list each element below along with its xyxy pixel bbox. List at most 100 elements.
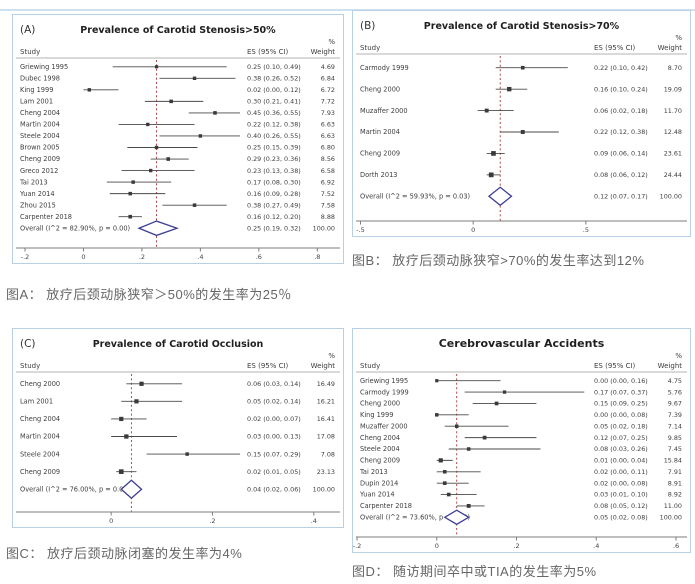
svg-text:0.25 (0.10, 0.49): 0.25 (0.10, 0.49) xyxy=(247,63,301,71)
svg-text:Cheng 2000: Cheng 2000 xyxy=(20,380,60,388)
svg-text:0.22 (0.10, 0.42): 0.22 (0.10, 0.42) xyxy=(594,64,648,72)
svg-text:0.00 (0.00, 0.08): 0.00 (0.00, 0.08) xyxy=(594,411,648,419)
svg-text:0.22 (0.12, 0.38): 0.22 (0.12, 0.38) xyxy=(594,128,648,136)
svg-text:7.93: 7.93 xyxy=(321,109,335,117)
svg-text:-.5: -.5 xyxy=(356,226,365,234)
study-row: Carpenter 2018 0.16 (0.12, 0.20) 8.88 xyxy=(20,213,335,221)
svg-text:9.85: 9.85 xyxy=(668,434,682,442)
study-row: Cheng 2000 0.15 (0.09, 0.25) 9.67 xyxy=(360,400,682,408)
svg-text:0.23 (0.13, 0.38): 0.23 (0.13, 0.38) xyxy=(247,167,301,175)
overall-row: Overall (I^2 = 73.60%, p = 0.00) 0.05 (0.… xyxy=(360,509,682,526)
study-row: Tai 2013 0.17 (0.08, 0.30) 6.92 xyxy=(19,178,335,186)
svg-text:4.69: 4.69 xyxy=(321,63,335,71)
svg-text:0.06 (0.02, 0.18): 0.06 (0.02, 0.18) xyxy=(594,107,648,115)
study-row: Cheng 2009 0.09 (0.06, 0.14) 23.61 xyxy=(360,150,682,158)
panel-a-forest-plot-stenosis-50: (A) Prevalence of Carotid Stenosis>50%% St… xyxy=(12,14,344,264)
svg-text:Dorth 2013: Dorth 2013 xyxy=(360,171,397,179)
svg-text:.2: .2 xyxy=(209,517,215,525)
study-row: Dubec 1998 0.38 (0.26, 0.52) 6.84 xyxy=(20,75,335,83)
overall-row: Overall (I^2 = 59.93%, p = 0.03) 0.12 (0.… xyxy=(360,186,682,207)
svg-text:Griewing 1995: Griewing 1995 xyxy=(20,63,68,71)
svg-text:ES (95% CI): ES (95% CI) xyxy=(594,44,636,52)
effect-size-marker xyxy=(520,130,525,134)
svg-text:0: 0 xyxy=(471,226,475,234)
effect-size-marker xyxy=(520,65,525,70)
svg-text:0.03 (0.00, 0.13): 0.03 (0.00, 0.13) xyxy=(247,433,301,441)
svg-text:8.92: 8.92 xyxy=(668,491,682,499)
effect-size-marker xyxy=(507,86,512,92)
svg-text:Overall (I^2 = 76.00%, p = 0.: Overall (I^2 = 76.00%, p = 0.00) xyxy=(20,485,130,493)
study-row: Cheng 2004 0.45 (0.36, 0.55) 7.93 xyxy=(20,109,335,117)
svg-text:Study: Study xyxy=(20,362,40,370)
overall-row: Overall (I^2 = 82.90%, p = 0.00) 0.25 (0.… xyxy=(20,220,335,237)
study-row: Steele 2004 0.40 (0.26, 0.55) 6.63 xyxy=(20,132,335,140)
svg-text:0.04 (0.02, 0.06): 0.04 (0.02, 0.06) xyxy=(247,485,301,493)
effect-size-marker xyxy=(213,111,217,115)
svg-text:0.30 (0.21, 0.41): 0.30 (0.21, 0.41) xyxy=(247,98,301,106)
svg-text:16.41: 16.41 xyxy=(317,415,335,423)
study-row: Yuan 2014 0.16 (0.09, 0.28) 7.52 xyxy=(19,190,335,198)
svg-text:17.08: 17.08 xyxy=(317,433,335,441)
svg-text:Overall (I^2 = 73.60%, p = 0.: Overall (I^2 = 73.60%, p = 0.00) xyxy=(360,514,470,522)
effect-size-marker xyxy=(446,492,451,497)
caption-b: 图B： 放疗后颈动脉狭窄>70%的发生率达到12% xyxy=(352,253,645,268)
study-row: Greco 2012 0.23 (0.13, 0.38) 6.58 xyxy=(20,167,335,175)
svg-text:0.12 (0.07, 0.25): 0.12 (0.07, 0.25) xyxy=(594,434,648,442)
effect-size-marker xyxy=(494,401,499,406)
svg-text:Tai 2013: Tai 2013 xyxy=(19,178,48,186)
svg-text:6.80: 6.80 xyxy=(321,144,335,152)
svg-text:Dubec 1998: Dubec 1998 xyxy=(20,75,60,83)
effect-size-marker xyxy=(198,134,203,138)
svg-text:0.16 (0.12, 0.20): 0.16 (0.12, 0.20) xyxy=(247,213,301,221)
svg-text:23.13: 23.13 xyxy=(317,468,335,476)
effect-size-marker xyxy=(502,390,507,394)
effect-size-marker xyxy=(124,434,129,439)
effect-size-marker xyxy=(169,99,173,104)
svg-text:8.70: 8.70 xyxy=(668,64,682,72)
svg-text:Martin 2004: Martin 2004 xyxy=(360,128,400,136)
svg-text:Prevalence of Carotid Stenosis: Prevalence of Carotid Stenosis>70% xyxy=(424,21,620,32)
svg-text:0.00 (0.00, 0.16): 0.00 (0.00, 0.16) xyxy=(594,377,648,385)
svg-text:0.02 (0.00, 0.07): 0.02 (0.00, 0.07) xyxy=(247,415,301,423)
study-row: Griewing 1995 0.00 (0.00, 0.16) 4.75 xyxy=(360,377,682,385)
svg-text:24.44: 24.44 xyxy=(664,171,682,179)
svg-text:Griewing 1995: Griewing 1995 xyxy=(360,377,408,385)
svg-text:(C): (C) xyxy=(20,338,36,350)
overall-diamond xyxy=(487,186,513,207)
svg-text:ES (95% CI): ES (95% CI) xyxy=(247,48,289,56)
study-row: Griewing 1995 0.25 (0.10, 0.49) 4.69 xyxy=(20,63,335,71)
study-row: Cheng 2004 0.12 (0.07, 0.25) 9.85 xyxy=(360,434,682,442)
svg-text:7.08: 7.08 xyxy=(321,450,335,458)
svg-text:Brown 2005: Brown 2005 xyxy=(20,144,60,152)
svg-text:Cerebrovascular Accidents: Cerebrovascular Accidents xyxy=(439,337,605,350)
study-row: Tai 2013 0.02 (0.00, 0.11) 7.91 xyxy=(359,468,682,476)
effect-size-marker xyxy=(128,214,133,219)
overall-diamond xyxy=(137,220,179,237)
effect-size-marker xyxy=(128,191,132,196)
svg-text:.6: .6 xyxy=(673,542,679,550)
svg-text:Study: Study xyxy=(360,362,380,370)
effect-size-marker xyxy=(185,452,189,456)
forest-plot-svg-b: (B) Prevalence of Carotid Stenosis>70%% St… xyxy=(356,20,687,234)
svg-text:11.00: 11.00 xyxy=(664,502,682,510)
svg-text:Tai 2013: Tai 2013 xyxy=(359,468,388,476)
svg-text:.4: .4 xyxy=(311,517,317,525)
svg-text:Muzaffer 2000: Muzaffer 2000 xyxy=(360,107,408,115)
svg-text:0: 0 xyxy=(109,517,113,525)
effect-size-marker xyxy=(491,151,496,156)
study-row: King 1999 0.02 (0.00, 0.12) 6.72 xyxy=(20,86,335,94)
study-row: Yuan 2014 0.03 (0.01, 0.10) 8.92 xyxy=(359,491,682,499)
study-row: Muzaffer 2000 0.06 (0.02, 0.18) 11.70 xyxy=(360,107,682,115)
forest-plot-svg-c: (C) Prevalence of Carotid Occlusion% Study… xyxy=(16,338,340,525)
svg-text:0.38 (0.27, 0.49): 0.38 (0.27, 0.49) xyxy=(247,201,301,209)
svg-text:Steele 2004: Steele 2004 xyxy=(20,450,60,458)
effect-size-marker xyxy=(192,76,197,81)
caption-a: 图A： 放疗后颈动脉狭窄＞50%的发生率为25％ xyxy=(6,287,292,302)
svg-text:0.40 (0.26, 0.55): 0.40 (0.26, 0.55) xyxy=(247,132,301,140)
svg-text:-.2: -.2 xyxy=(21,253,30,261)
svg-text:Cheng 2009: Cheng 2009 xyxy=(20,155,60,163)
study-row: Martin 2004 0.22 (0.12, 0.38) 6.63 xyxy=(20,121,335,129)
svg-text:0.02 (0.00, 0.11): 0.02 (0.00, 0.11) xyxy=(594,468,648,476)
svg-text:.5: .5 xyxy=(583,226,589,234)
svg-text:11.70: 11.70 xyxy=(664,107,682,115)
